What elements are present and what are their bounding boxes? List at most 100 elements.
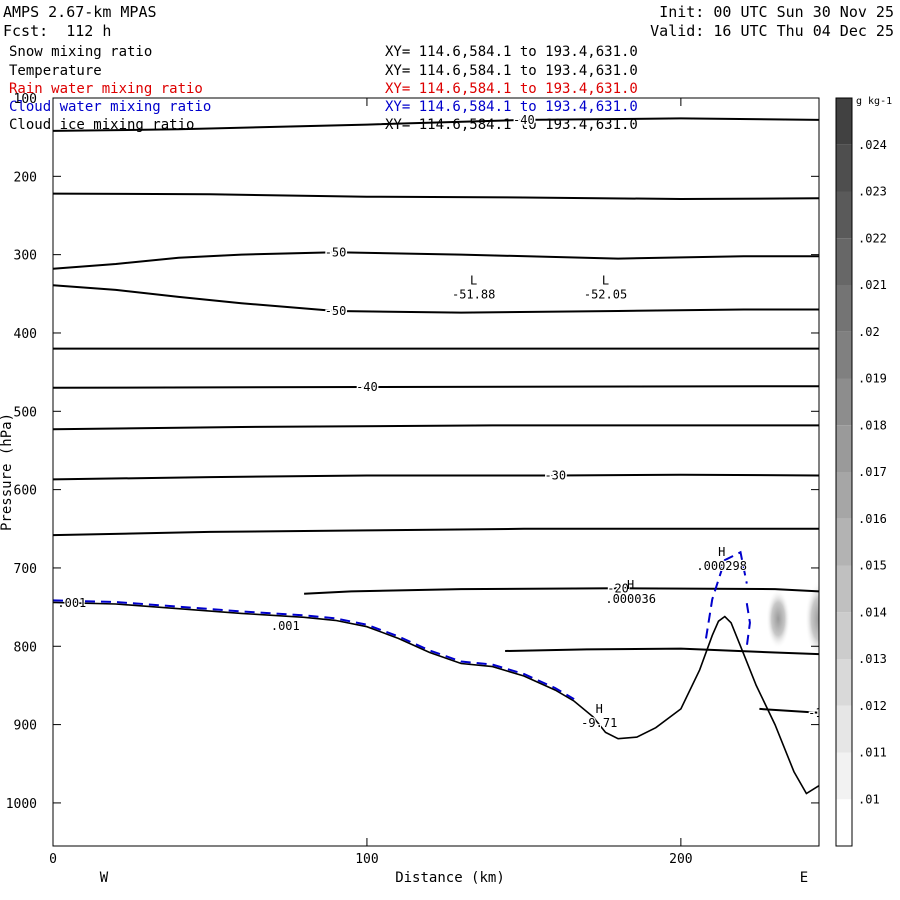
extremum-value: -9.71 <box>581 716 617 730</box>
snow-shading-blob <box>805 580 819 657</box>
extremum-value: .001 <box>271 619 300 633</box>
y-tick-label: 800 <box>14 640 37 655</box>
colorbar-segment <box>836 331 852 379</box>
colorbar-segment <box>836 799 852 846</box>
colorbar-tick-label: .023 <box>858 185 887 199</box>
y-tick-label: 400 <box>14 327 37 342</box>
colorbar-tick-label: .011 <box>858 746 887 760</box>
colorbar-tick-label: .016 <box>858 512 887 526</box>
temperature-contour <box>53 192 819 201</box>
contour-label: -30 <box>544 469 566 483</box>
colorbar-tick-label: .015 <box>858 559 887 573</box>
extremum-marker: H <box>627 578 634 592</box>
y-tick-label: 700 <box>14 562 37 577</box>
legend-name-temperature: Temperature <box>9 63 102 79</box>
colorbar-tick-label: .012 <box>858 699 887 713</box>
y-axis-label: Pressure (hPa) <box>0 413 15 531</box>
legend-xy-cloud-water: XY= 114.6,584.1 to 193.4,631.0 <box>385 99 638 115</box>
snow-shading-blob <box>766 588 791 649</box>
temperature-contour <box>53 527 819 537</box>
temperature-contour <box>53 385 819 389</box>
legend-xy-snow: XY= 114.6,584.1 to 193.4,631.0 <box>385 44 638 60</box>
colorbar-tick-label: .013 <box>858 652 887 666</box>
colorbar-segment <box>836 612 852 659</box>
y-tick-label: 900 <box>14 719 37 734</box>
colorbar-segment <box>836 425 852 472</box>
colorbar-segment <box>836 752 852 800</box>
colorbar-tick-label: .024 <box>858 138 887 152</box>
y-tick-label: 1000 <box>6 797 37 812</box>
legend-name-snow: Snow mixing ratio <box>9 44 153 60</box>
x-tick-label: 0 <box>49 852 57 867</box>
legend-xy-cloud-ice: XY= 114.6,584.1 to 193.4,631.0 <box>385 117 638 133</box>
colorbar-tick-label: .014 <box>858 605 887 619</box>
colorbar-tick-label: .019 <box>858 372 887 386</box>
contour-label: -50 <box>325 304 347 318</box>
colorbar-segment <box>836 238 852 285</box>
contour-label: -40 <box>513 113 535 127</box>
x-axis-label: Distance (km) <box>395 870 505 886</box>
y-tick-label: 200 <box>14 170 37 185</box>
colorbar-segment <box>836 144 852 192</box>
contour-label: -10 <box>808 706 830 720</box>
x-tick-label: 100 <box>355 852 378 867</box>
init-time: Init: 00 UTC Sun 30 Nov 25 <box>659 3 894 21</box>
legend-xy-rain: XY= 114.6,584.1 to 193.4,631.0 <box>385 81 638 97</box>
contour-label: -40 <box>356 380 378 394</box>
legend-name-cloud-water: Cloud water mixing ratio <box>9 99 212 115</box>
extremum-value: -51.88 <box>452 287 495 301</box>
temperature-contour <box>53 251 819 270</box>
colorbar-unit: g kg-1 <box>856 96 892 107</box>
cloud-water-contour <box>53 599 575 700</box>
colorbar-segment <box>836 659 852 706</box>
y-tick-label: 600 <box>14 484 37 499</box>
temperature-contour <box>505 647 819 656</box>
extremum-value: .001 <box>57 596 86 610</box>
extremum-value: .000298 <box>696 559 747 573</box>
extremum-marker: L <box>470 273 477 287</box>
temperature-contour <box>304 587 819 595</box>
legend-xy-temperature: XY= 114.6,584.1 to 193.4,631.0 <box>385 63 638 79</box>
y-tick-label: 300 <box>14 249 37 264</box>
contour-label: -20 <box>607 581 629 595</box>
colorbar-segment <box>836 191 852 239</box>
colorbar-segment <box>836 705 852 753</box>
temperature-contour <box>759 707 819 714</box>
colorbar-tick-label: .021 <box>858 278 887 292</box>
colorbar-tick-label: .02 <box>858 325 880 339</box>
temperature-contour <box>53 424 819 431</box>
extremum-marker: L <box>602 273 609 287</box>
extremum-marker: H <box>718 545 725 559</box>
colorbar-segment <box>836 565 852 613</box>
forecast-hour: Fcst: 112 h <box>3 22 112 40</box>
cloud-water-contour <box>704 550 748 639</box>
cloud-water-contour <box>745 603 751 647</box>
colorbar-tick-label: .022 <box>858 231 887 245</box>
x-tick-label: 200 <box>669 852 692 867</box>
model-title: AMPS 2.67-km MPAS <box>3 3 157 21</box>
legend-name-rain: Rain water mixing ratio <box>9 81 203 97</box>
colorbar-segment <box>836 98 852 145</box>
y-tick-label: 100 <box>14 92 37 107</box>
colorbar-segment <box>836 472 852 519</box>
west-label: W <box>100 870 109 886</box>
terrain-line <box>53 601 819 795</box>
temperature-contour <box>53 473 819 481</box>
colorbar-tick-label: .017 <box>858 465 887 479</box>
temperature-contour <box>53 117 819 132</box>
east-label: E <box>800 870 808 886</box>
colorbar-segment <box>836 285 852 332</box>
colorbar-segment <box>836 378 852 426</box>
colorbar-tick-label: .01 <box>858 792 880 806</box>
plot-frame <box>52 97 820 847</box>
colorbar-frame <box>835 97 853 847</box>
colorbar-segment <box>836 518 852 566</box>
temperature-contour <box>53 284 819 314</box>
contour-label: -50 <box>325 245 347 259</box>
extremum-marker: H <box>596 702 603 716</box>
y-tick-label: 500 <box>14 405 37 420</box>
extremum-value: .000036 <box>605 592 656 606</box>
valid-time: Valid: 16 UTC Thu 04 Dec 25 <box>650 22 894 40</box>
extremum-value: -52.05 <box>584 287 627 301</box>
